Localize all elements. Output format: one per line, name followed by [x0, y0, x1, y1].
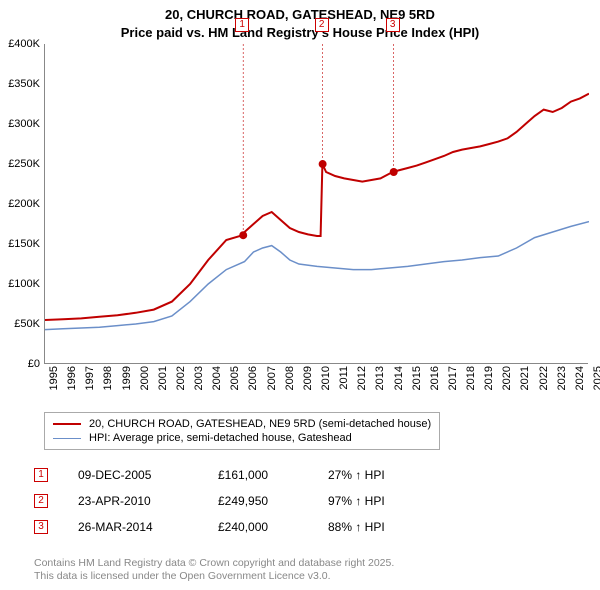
y-axis-label: £400K [0, 38, 40, 50]
y-axis-label: £200K [0, 198, 40, 210]
x-axis-label: 2012 [356, 366, 368, 390]
x-axis-label: 2004 [211, 366, 223, 390]
attribution: Contains HM Land Registry data © Crown c… [34, 557, 394, 584]
sales-table: 1 09-DEC-2005£161,00027% ↑ HPI 2 23-APR-201… [34, 462, 385, 540]
sales-row-price: £240,000 [218, 520, 328, 534]
legend-label-blue: HPI: Average price, semi-detached house,… [89, 432, 352, 444]
x-axis-label: 2014 [393, 366, 405, 390]
x-axis-label: 2024 [574, 366, 586, 390]
x-axis-label: 2020 [501, 366, 513, 390]
y-axis-label: £300K [0, 118, 40, 130]
sales-row-date: 26-MAR-2014 [78, 520, 218, 534]
sales-row: 2 23-APR-2010£249,95097% ↑ HPI [34, 488, 385, 514]
x-axis-label: 1995 [48, 366, 60, 390]
x-axis-label: 2011 [338, 366, 350, 390]
x-axis-label: 2013 [374, 366, 386, 390]
sales-row-hpi: 97% ↑ HPI [328, 494, 385, 508]
sales-row-price: £161,000 [218, 468, 328, 482]
x-axis-label: 2009 [302, 366, 314, 390]
x-axis-label: 2025 [592, 366, 600, 390]
x-axis-label: 2018 [465, 366, 477, 390]
y-axis-label: £100K [0, 278, 40, 290]
legend-row-blue: HPI: Average price, semi-detached house,… [53, 431, 431, 445]
legend-label-red: 20, CHURCH ROAD, GATESHEAD, NE9 5RD (sem… [89, 418, 431, 430]
sale-marker-box: 2 [315, 18, 329, 32]
x-axis-label: 2008 [284, 366, 296, 390]
y-axis-label: £150K [0, 238, 40, 250]
y-axis-label: £0 [0, 358, 40, 370]
legend: 20, CHURCH ROAD, GATESHEAD, NE9 5RD (sem… [44, 412, 440, 450]
sales-row-marker: 3 [34, 520, 48, 534]
x-axis-label: 2007 [266, 366, 278, 390]
x-axis-label: 2010 [320, 366, 332, 390]
x-axis-label: 2000 [139, 366, 151, 390]
legend-swatch-red [53, 423, 81, 425]
title-line1: 20, CHURCH ROAD, GATESHEAD, NE9 5RD [0, 6, 600, 24]
x-axis-label: 1998 [102, 366, 114, 390]
y-axis-label: £250K [0, 158, 40, 170]
sales-row-date: 23-APR-2010 [78, 494, 218, 508]
x-axis-label: 2023 [556, 366, 568, 390]
y-axis-label: £50K [0, 318, 40, 330]
x-axis-label: 2003 [193, 366, 205, 390]
legend-row-red: 20, CHURCH ROAD, GATESHEAD, NE9 5RD (sem… [53, 417, 431, 431]
x-axis-label: 2017 [447, 366, 459, 390]
chart-svg [45, 44, 589, 364]
x-axis-label: 2002 [175, 366, 187, 390]
x-axis-label: 2015 [411, 366, 423, 390]
sale-marker-box: 3 [386, 18, 400, 32]
footer-line2: This data is licensed under the Open Gov… [34, 570, 394, 584]
sales-row: 3 26-MAR-2014£240,00088% ↑ HPI [34, 514, 385, 540]
x-axis-label: 2019 [483, 366, 495, 390]
sales-row-date: 09-DEC-2005 [78, 468, 218, 482]
sales-row-marker: 1 [34, 468, 48, 482]
x-axis-label: 2005 [229, 366, 241, 390]
footer-line1: Contains HM Land Registry data © Crown c… [34, 557, 394, 571]
title-line2: Price paid vs. HM Land Registry's House … [0, 24, 600, 42]
sale-marker-box: 1 [235, 18, 249, 32]
x-axis-label: 2006 [247, 366, 259, 390]
x-axis-label: 1996 [66, 366, 78, 390]
x-axis-label: 2016 [429, 366, 441, 390]
legend-swatch-blue [53, 438, 81, 439]
chart-title: 20, CHURCH ROAD, GATESHEAD, NE9 5RD Pric… [0, 0, 600, 41]
sales-row-marker: 2 [34, 494, 48, 508]
sales-row: 1 09-DEC-2005£161,00027% ↑ HPI [34, 462, 385, 488]
plot-area [44, 44, 588, 364]
series-price-paid [45, 94, 589, 320]
y-axis-label: £350K [0, 78, 40, 90]
x-axis-label: 2001 [157, 366, 169, 390]
sales-row-hpi: 27% ↑ HPI [328, 468, 385, 482]
chart-area: £0£50K£100K£150K£200K£250K£300K£350K£400… [0, 44, 600, 404]
sales-row-hpi: 88% ↑ HPI [328, 520, 385, 534]
x-axis-label: 1999 [121, 366, 133, 390]
sales-row-price: £249,950 [218, 494, 328, 508]
x-axis-label: 2022 [538, 366, 550, 390]
x-axis-label: 2021 [519, 366, 531, 390]
sale-dots [239, 44, 398, 239]
x-axis-label: 1997 [84, 366, 96, 390]
